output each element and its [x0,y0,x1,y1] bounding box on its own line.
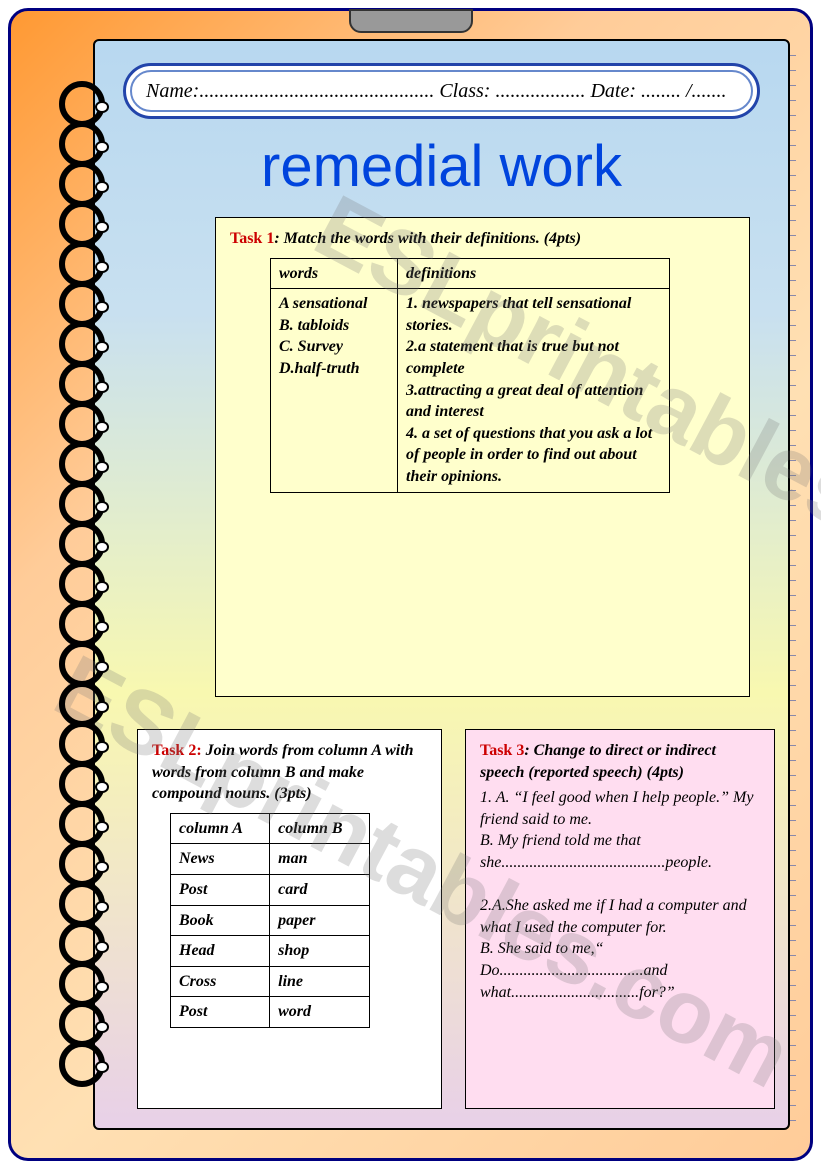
page-title: remedial work [95,133,788,200]
table-cell: News [171,844,270,875]
class-dots[interactable]: .................. [495,80,585,103]
task2-box: Task 2: Join words from column A with wo… [137,729,442,1109]
task3-label: Task 3 [480,742,524,759]
task1-table: words definitions A sensational B. tablo… [270,258,670,493]
worksheet-page: Name: ..................................… [93,39,790,1130]
table-cell: shop [270,936,370,967]
ring-icon [59,1041,105,1087]
name-dots[interactable]: ........................................… [199,80,434,103]
date-dots[interactable]: ........ /....... [641,80,727,103]
table-cell: paper [270,905,370,936]
task1-instruction: : Match the words with their definitions… [274,230,581,247]
table-cell: word [270,997,370,1028]
table-cell: Book [171,905,270,936]
table-cell: Post [171,874,270,905]
table-cell: card [270,874,370,905]
task1-label: Task 1 [230,230,274,247]
task1-header-words: words [271,258,398,289]
table-cell: Cross [171,966,270,997]
task2-header-a: column A [171,813,270,844]
outer-frame: Name: ..................................… [8,8,813,1161]
spiral-binding [59,81,119,1098]
task1-box: Task 1: Match the words with their defin… [215,217,750,697]
table-cell: Head [171,936,270,967]
class-label: Class: [439,80,490,103]
header-pill: Name: ..................................… [123,63,760,119]
table-cell: man [270,844,370,875]
task2-label: Task 2: [152,742,202,759]
task1-header-defs: definitions [398,258,670,289]
task3-box: Task 3: Change to direct or indirect spe… [465,729,775,1109]
task2-header-b: column B [270,813,370,844]
task1-defs: 1. newspapers that tell sensational stor… [398,289,670,492]
binder-tab [349,9,473,33]
task1-words: A sensational B. tabloids C. Survey D.ha… [271,289,398,492]
task2-table: column A column B Newsman Postcard Bookp… [170,813,370,1028]
date-label: Date: [590,80,636,103]
table-cell: line [270,966,370,997]
table-cell: Post [171,997,270,1028]
name-label: Name: [146,80,199,103]
task3-body: 1. A. “I feel good when I help people.” … [480,787,760,1003]
